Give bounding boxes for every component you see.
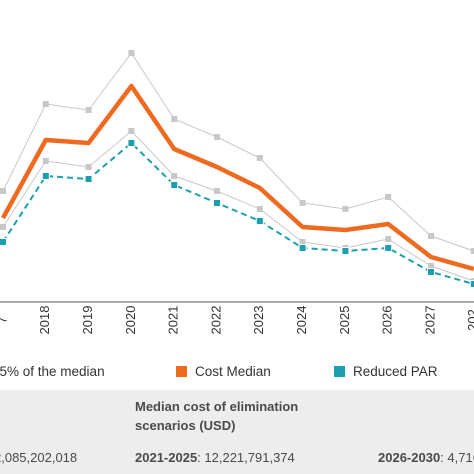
- x-tick-label: 2020: [123, 306, 138, 335]
- series-3-point-11: [469, 280, 474, 288]
- x-tick-label: 2024: [294, 306, 309, 335]
- table-value-2021-2025: : 12,221,791,374: [197, 450, 295, 465]
- x-tick-layer: 7 2018 2019 2020 2021 2022 2023 2024 2025 2026 202…: [0, 306, 474, 335]
- x-tick-label: 2019: [80, 306, 95, 335]
- series-1-point-7: [299, 239, 306, 245]
- legend: 25% of the median Cost Median Reduced PA…: [0, 362, 474, 386]
- series-0-point-1: [42, 101, 49, 107]
- series-0: [0, 50, 474, 254]
- x-tick-label: 2023: [251, 306, 266, 335]
- series-1-point-2: [85, 164, 92, 170]
- series-line-3: [2, 142, 474, 285]
- series-3-point-1: [41, 172, 50, 180]
- series-3-point-9: [384, 244, 393, 252]
- legend-item-reduced-par: Reduced PAR: [334, 364, 438, 379]
- table-value-2026-2030: : 4,716,2: [440, 450, 474, 465]
- table-cell-2026-2030: 2026-2030: 4,716,2: [378, 450, 474, 465]
- table-label-2021-2025: 2021-2025: [135, 450, 198, 465]
- series-3-point-7: [298, 244, 307, 252]
- legend-item-upper: 25% of the median: [0, 364, 105, 379]
- series-0-point-6: [256, 155, 263, 161]
- x-tick-label: 202: [465, 309, 474, 331]
- series-1-point-3: [128, 128, 135, 134]
- x-tick-label: 2027: [422, 306, 437, 335]
- x-tick-label: 2018: [37, 306, 52, 335]
- series-3-point-10: [427, 268, 435, 276]
- series-1-point-9: [385, 236, 392, 242]
- series-2: [1, 83, 474, 272]
- legend-swatch-cost-median: [176, 366, 187, 377]
- legend-label-cost-median: Cost Median: [195, 364, 271, 379]
- table-cell-first: 2,085,202,018: [0, 450, 77, 465]
- series-0-point-4: [171, 116, 178, 122]
- series-0-point-10: [428, 233, 434, 239]
- x-tick-label: 2026: [380, 306, 395, 335]
- series-line-2: [1, 83, 474, 272]
- table-label-2026-2030: 2026-2030: [378, 450, 441, 465]
- legend-swatch-reduced-par: [334, 366, 345, 377]
- table-value-first: 2,085,202,018: [0, 450, 78, 465]
- table-header: Median cost of elimination scenarios (US…: [135, 399, 299, 433]
- series-1: [0, 128, 474, 284]
- series-1-point-0: [0, 224, 6, 230]
- series-0-point-5: [214, 134, 220, 140]
- series-3-point-0: [0, 238, 7, 246]
- series-0-point-0: [0, 188, 6, 194]
- series-3-point-4: [170, 181, 179, 189]
- series-0-point-9: [385, 194, 392, 200]
- series-0-point-11: [470, 248, 474, 254]
- x-tick-label: 7: [0, 316, 9, 323]
- x-tick-label: 2025: [337, 306, 352, 335]
- series-0-point-2: [85, 107, 92, 113]
- series-3-point-2: [84, 175, 93, 183]
- series-layer: [0, 50, 474, 288]
- series-1-point-5: [214, 188, 220, 194]
- series-line-0: [2, 52, 474, 252]
- x-tick-label: 2021: [166, 306, 181, 335]
- series-0-point-7: [299, 200, 306, 206]
- x-tick-label: 2022: [208, 306, 223, 335]
- series-3-point-8: [341, 247, 350, 255]
- series-3-point-3: [127, 139, 136, 147]
- series-1-point-4: [171, 173, 178, 179]
- legend-item-cost-median: Cost Median: [176, 364, 271, 379]
- legend-label-reduced-par: Reduced PAR: [353, 364, 438, 379]
- legend-label-upper: 25% of the median: [0, 364, 105, 379]
- series-0-point-8: [342, 206, 349, 212]
- series-line-1: [2, 130, 474, 282]
- series-3-point-6: [255, 217, 264, 225]
- cost-table: Median cost of elimination scenarios (US…: [0, 390, 474, 474]
- series-3-point-5: [213, 199, 221, 207]
- series-0-point-3: [128, 50, 135, 56]
- series-1-point-1: [42, 158, 49, 164]
- table-cell-2021-2025: 2021-2025: 12,221,791,374: [135, 450, 295, 465]
- series-3: [0, 139, 474, 288]
- series-1-point-6: [256, 206, 263, 212]
- line-chart: 7 2018 2019 2020 2021 2022 2023 2024 2025 2026 202…: [0, 50, 474, 335]
- series-1-point-10: [428, 263, 434, 269]
